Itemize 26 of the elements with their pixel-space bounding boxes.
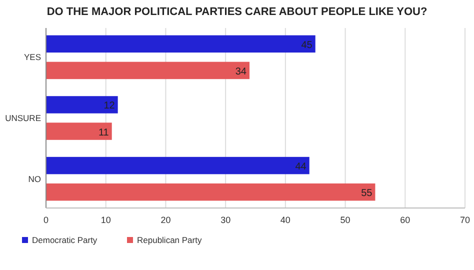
x-tick-label: 60 — [400, 215, 410, 225]
data-label: 44 — [295, 162, 307, 173]
x-tick-label: 0 — [43, 215, 49, 225]
x-tick-label: 30 — [220, 215, 231, 225]
legend-label: Democratic Party — [32, 235, 98, 245]
x-tick-label: 10 — [100, 215, 111, 225]
x-tick-label: 20 — [160, 215, 171, 225]
y-tick-label: UNSURE — [5, 113, 42, 123]
x-tick-label: 50 — [340, 215, 350, 225]
data-label: 11 — [98, 127, 110, 138]
data-label: 12 — [104, 100, 116, 112]
x-tick-label: 70 — [460, 215, 470, 225]
chart-title: DO THE MAJOR POLITICAL PARTIES CARE ABOUT PEOPLE LIKE YOU? — [46, 6, 428, 18]
data-label: 55 — [361, 188, 373, 200]
bar — [46, 35, 316, 53]
bar — [46, 62, 250, 80]
y-tick-label: NO — [28, 174, 42, 184]
x-tick-label: 40 — [280, 215, 290, 225]
bar — [46, 156, 310, 174]
bar — [46, 183, 376, 201]
bar — [46, 122, 112, 140]
data-label: 45 — [301, 40, 313, 51]
bar — [46, 96, 118, 114]
data-label: 34 — [235, 66, 247, 78]
y-tick-label: YES — [24, 52, 42, 62]
legend-label: Republican Party — [137, 235, 202, 245]
